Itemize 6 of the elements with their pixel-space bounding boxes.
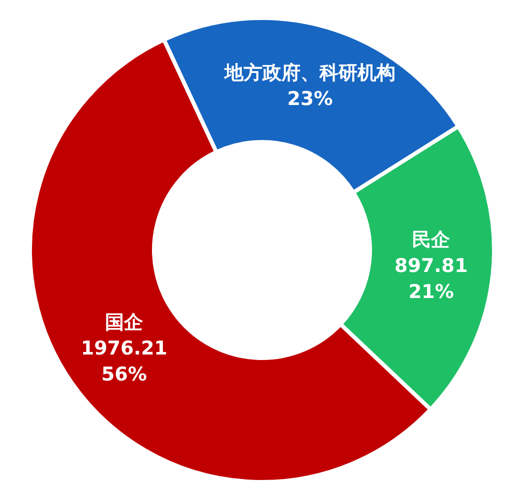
slice-label: 国企 <box>105 312 144 334</box>
slice-label: 地方政府、科研机构 <box>224 62 396 84</box>
data-label: 897.81 21% <box>394 254 468 303</box>
data-label: 23% <box>287 88 333 110</box>
data-label: 1976.21 56% <box>80 338 168 386</box>
slice-label: 民企 <box>412 228 452 251</box>
